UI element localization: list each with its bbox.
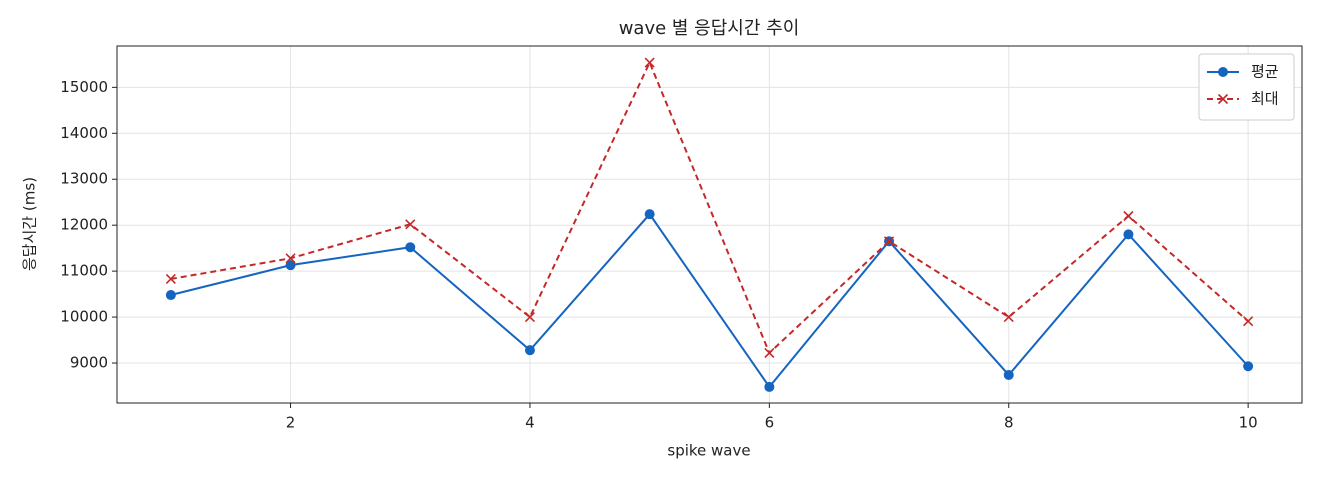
marker — [1003, 312, 1014, 323]
x-tick-label: 6 — [765, 414, 775, 432]
legend-marker — [1218, 67, 1228, 77]
marker — [883, 236, 895, 247]
marker — [524, 345, 535, 356]
plot-frame — [116, 45, 1303, 404]
x-tick-label: 8 — [1004, 414, 1014, 432]
marker — [1123, 229, 1134, 240]
legend-marker — [1217, 93, 1229, 105]
marker — [764, 347, 775, 358]
y-tick-label: 13000 — [60, 170, 108, 188]
x-axis-label: spike wave — [667, 442, 750, 460]
marker — [165, 273, 176, 285]
y-tick-label: 11000 — [60, 262, 108, 280]
legend-label: 평균 — [1251, 63, 1279, 81]
marker — [644, 57, 655, 68]
marker — [405, 219, 416, 230]
x-tick-label: 4 — [525, 414, 535, 432]
y-tick-label: 9000 — [70, 354, 108, 372]
x-tick-label: 10 — [1239, 414, 1258, 432]
marker — [1243, 361, 1254, 372]
y-tick-label: 10000 — [60, 308, 108, 326]
marker — [644, 209, 655, 220]
y-axis-label: 응답시간 (ms) — [21, 177, 39, 271]
series-line — [170, 212, 1249, 389]
y-tick-label: 14000 — [60, 124, 108, 142]
marker — [285, 253, 296, 264]
marker — [285, 260, 296, 271]
marker — [1243, 316, 1254, 327]
marker — [405, 242, 416, 253]
x-tick-label: 2 — [286, 414, 296, 432]
chart-title: wave 별 응답시간 추이 — [619, 18, 800, 39]
marker — [1003, 369, 1014, 380]
legend-box — [1198, 53, 1295, 121]
y-tick-label: 15000 — [60, 78, 108, 96]
series-line — [170, 60, 1249, 355]
marker — [1123, 210, 1134, 222]
marker — [165, 290, 176, 301]
y-tick-label: 12000 — [60, 216, 108, 234]
marker — [524, 312, 536, 323]
legend-label: 최대 — [1251, 90, 1279, 108]
marker — [764, 381, 775, 392]
